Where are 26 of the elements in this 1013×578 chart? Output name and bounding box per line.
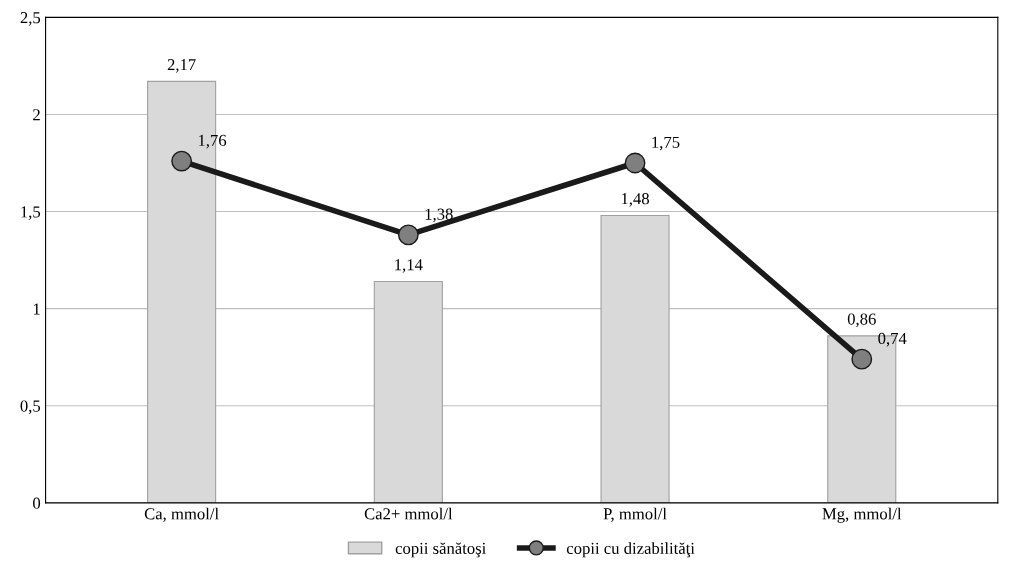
data-label: 1,76 [198, 134, 227, 149]
point [624, 152, 646, 174]
x-tick-label: P, mmol/l [603, 507, 667, 522]
data-label: 1,38 [425, 208, 453, 223]
y-tick-label: 2,5 [20, 12, 41, 26]
y-tick-label: 1,5 [21, 206, 41, 220]
data-label: 2,17 [167, 59, 196, 73]
point [171, 150, 193, 172]
legend-label: copii sănătoşi [395, 542, 486, 558]
data-label: 1,14 [395, 259, 423, 273]
point [851, 348, 873, 370]
x-tick-label: Mg, mmol/l [822, 507, 902, 523]
data-label: 1,48 [621, 193, 649, 207]
data-label: 1,75 [652, 136, 680, 151]
data-label: 0,86 [847, 313, 876, 328]
legend-label: copii cu dizabilităţi [566, 542, 695, 558]
x-tick-label: Ca, mmol/l [144, 507, 219, 522]
x-tick-label: Ca2+ mmol/l [364, 507, 453, 520]
y-tick-label: 2 [33, 109, 40, 121]
point [397, 224, 419, 246]
bar [600, 214, 670, 503]
y-tick-label: 0 [33, 497, 41, 509]
data-label: 0,74 [878, 332, 907, 347]
y-tick-label: 0,5 [20, 400, 41, 415]
y-tick-label: 1 [33, 303, 40, 315]
bar [373, 280, 443, 503]
